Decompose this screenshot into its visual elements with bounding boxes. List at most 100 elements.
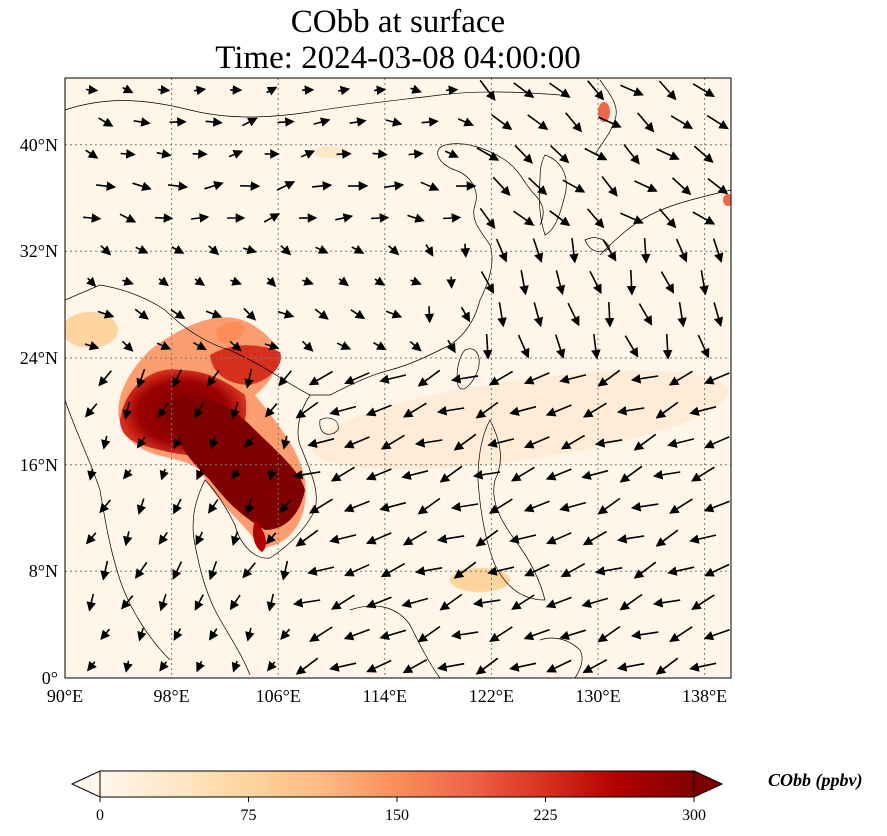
colorbar-extend-min	[70, 770, 101, 798]
wind-vector-arrow	[620, 212, 644, 224]
wind-vector-arrow	[624, 335, 639, 358]
wind-vector-arrow	[230, 276, 242, 286]
wind-vector-arrow	[601, 176, 618, 197]
korea	[538, 154, 567, 236]
wind-vector-arrow	[616, 406, 645, 416]
wind-vector-arrow	[497, 302, 507, 328]
wind-vector-arrow	[344, 563, 370, 577]
wind-vector-arrow	[135, 244, 149, 254]
wind-vector-arrow	[417, 497, 441, 515]
wind-vector-arrow	[229, 594, 241, 611]
wind-vector-arrow	[338, 276, 349, 287]
wind-vector-arrow	[475, 657, 499, 675]
wind-vector-arrow	[96, 181, 117, 191]
wind-vector-arrow	[120, 149, 136, 159]
wind-vector-arrow	[690, 466, 715, 482]
lon-tick-labels: 90°E 98°E 106°E 114°E 122°E 130°E 138°E	[47, 686, 727, 706]
wind-vector-arrow	[133, 117, 151, 127]
wind-vector-arrow	[157, 402, 169, 419]
wind-vector-arrow	[380, 434, 405, 450]
sulawesi-coast	[539, 637, 583, 678]
wind-vector-arrow	[136, 368, 146, 389]
wind-vector-arrow	[365, 596, 392, 609]
wind-vector-arrow	[134, 308, 149, 320]
wind-vector-arrow	[122, 401, 132, 420]
wind-vector-arrow	[634, 180, 658, 193]
wind-vector-arrow	[84, 341, 100, 351]
wind-vector-arrow	[85, 149, 99, 159]
wind-vector-arrow	[194, 594, 204, 611]
wind-vector-arrow	[123, 660, 133, 673]
wind-vector-arrow	[308, 498, 333, 514]
wind-vector-arrow	[84, 403, 98, 418]
wind-vector-arrow	[415, 566, 443, 576]
map-panel	[65, 78, 731, 678]
wind-vector-arrow	[523, 436, 550, 449]
lon-tick-label: 90°E	[47, 686, 83, 706]
lon-tick-label: 114°E	[363, 686, 408, 706]
wind-vector-arrow	[276, 181, 296, 191]
wind-vector-arrow	[373, 341, 387, 351]
wind-vector-arrow	[623, 144, 640, 165]
wind-vector-arrow	[446, 85, 459, 95]
wind-vector-arrow	[98, 370, 112, 387]
lat-tick-label: 40°N	[20, 135, 58, 155]
wind-vector-arrow	[410, 276, 422, 286]
wind-vector-arrow	[172, 561, 183, 580]
wind-vector-arrow	[170, 309, 186, 320]
wind-vector-arrow	[689, 534, 717, 544]
wind-vector-arrow	[597, 497, 621, 515]
wind-vector-arrow	[385, 117, 403, 127]
wind-vector-arrow	[652, 597, 681, 608]
wind-vector-arrow	[343, 628, 370, 641]
wind-vector-arrow	[569, 238, 579, 264]
wind-vector-arrow	[350, 309, 366, 320]
wind-vector-arrow	[335, 213, 354, 223]
wind-vector-arrow	[450, 629, 479, 640]
wind-vector-arrow	[619, 593, 643, 611]
wind-vector-arrow	[388, 245, 400, 256]
wind-vector-arrow	[281, 435, 291, 450]
wind-vector-arrow	[655, 401, 679, 419]
wind-vector-arrow	[100, 245, 112, 256]
wind-vector-arrow	[669, 626, 693, 643]
wind-vector-arrow	[487, 438, 515, 448]
wind-vector-arrow	[528, 177, 548, 196]
wind-vector-arrow	[421, 117, 439, 127]
wind-vector-arrow	[401, 597, 429, 608]
wind-vector-arrow	[638, 303, 653, 326]
wind-vector-arrow	[510, 466, 535, 482]
wind-vector-arrow	[122, 531, 133, 547]
plume-small	[314, 146, 346, 158]
wind-vector-arrow	[136, 436, 147, 449]
wind-vector-arrow	[617, 662, 645, 672]
map-title-line-1: CObb at surface	[290, 4, 506, 40]
colorbar-extend-max	[693, 770, 724, 798]
wind-vector-arrow	[630, 629, 659, 640]
wind-vector-arrow	[277, 309, 295, 319]
wind-vector-arrow	[245, 627, 255, 642]
wind-vector-arrow	[336, 149, 352, 159]
wind-vector-arrow	[366, 659, 392, 673]
wind-vector-arrow	[329, 662, 357, 672]
wind-vector-arrow	[559, 374, 587, 384]
wind-vector-arrow	[191, 213, 210, 223]
wind-vector-arrow	[703, 628, 730, 641]
wind-vector-arrow	[86, 84, 99, 95]
wind-vector-arrow	[196, 660, 205, 673]
wind-vector-arrow	[420, 181, 440, 191]
wind-vector-arrow	[379, 629, 407, 641]
wind-vector-arrow	[338, 85, 351, 96]
wind-vector-arrow	[300, 150, 316, 159]
wind-vector-arrow	[137, 627, 147, 642]
wind-vector-arrow	[523, 628, 550, 641]
wind-vector-arrow	[707, 177, 729, 195]
wind-vector-arrow	[86, 276, 97, 287]
wind-vector-arrow	[453, 433, 477, 451]
wind-vector-arrow	[315, 244, 329, 254]
taiwan	[456, 348, 480, 390]
lat-tick-labels: 0° 8°N 16°N 24°N 32°N 40°N	[20, 135, 58, 688]
wind-vector-arrow	[209, 435, 219, 450]
wind-vector-arrow	[265, 532, 277, 545]
wind-vector-arrow	[598, 116, 622, 129]
